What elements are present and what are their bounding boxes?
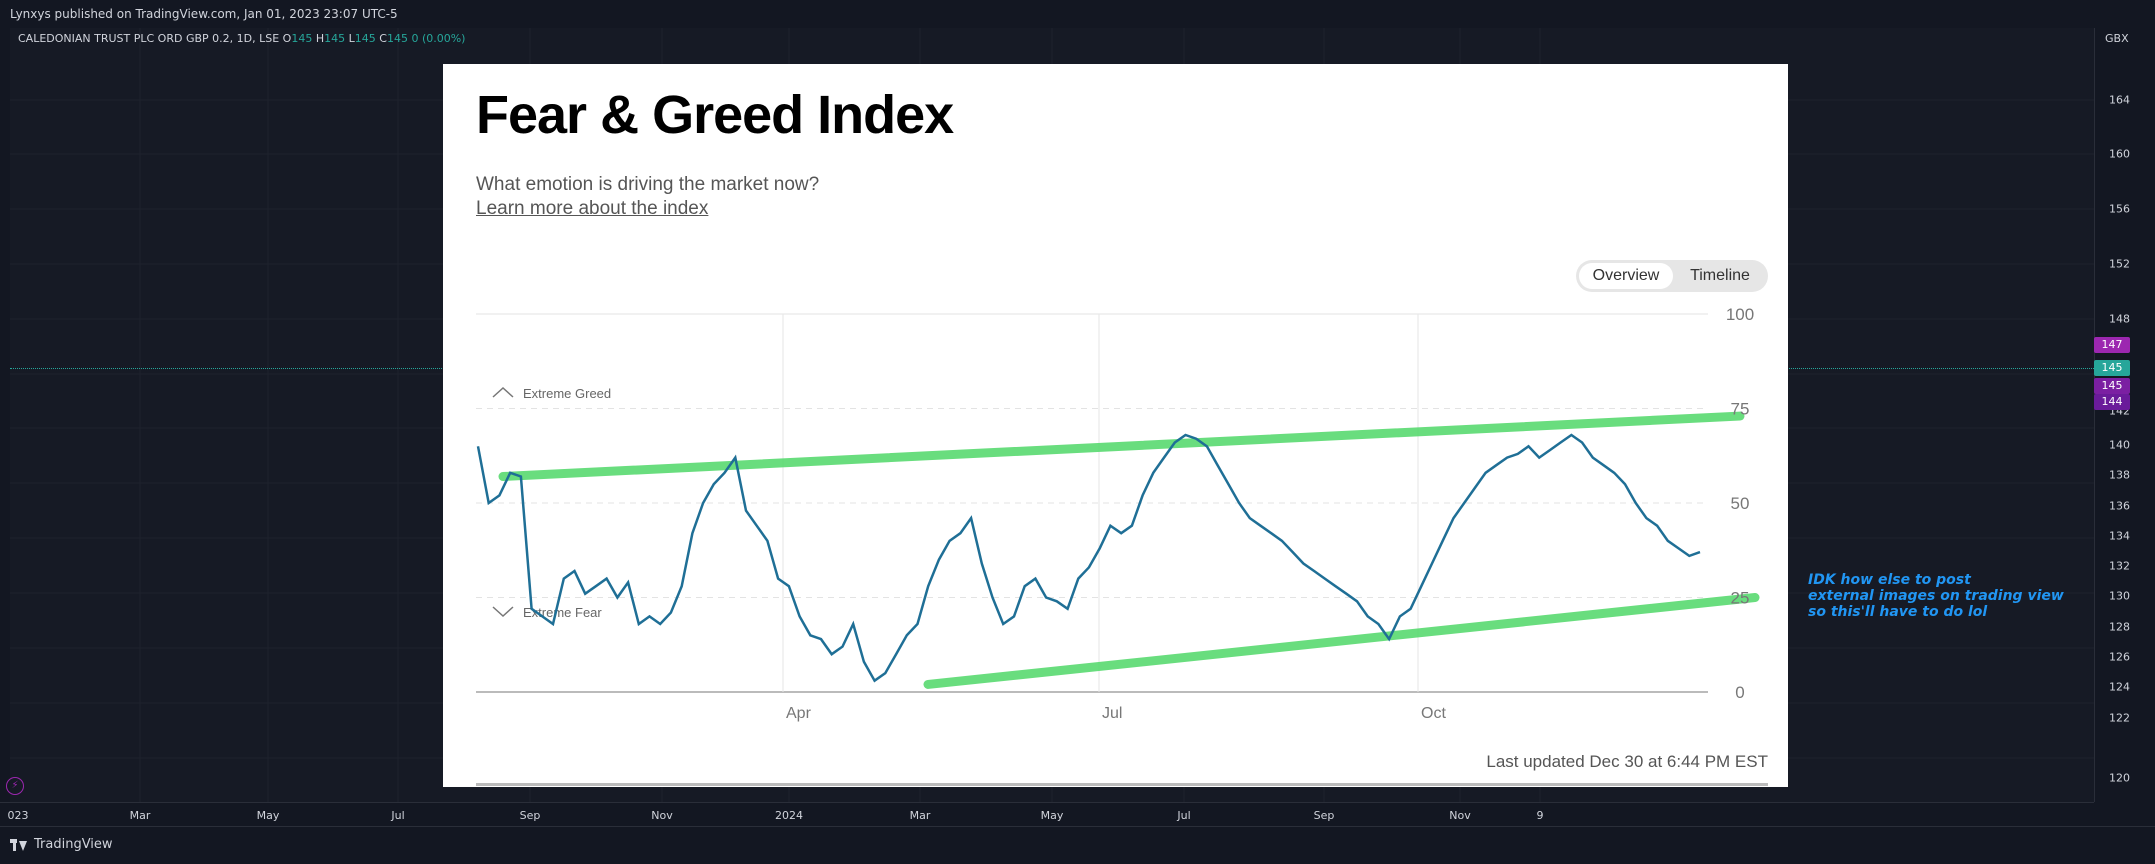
chevron-up-icon bbox=[492, 386, 514, 398]
time-label: May bbox=[256, 809, 280, 822]
time-label: Jul bbox=[1177, 809, 1191, 822]
price-tick: 152 bbox=[2109, 257, 2130, 271]
price-tick: 164 bbox=[2109, 93, 2130, 107]
open-value: 145 bbox=[291, 32, 313, 45]
price-badge: 147 bbox=[2094, 337, 2130, 353]
y-tick-label: 25 bbox=[1731, 589, 1750, 608]
time-label: 9 bbox=[1536, 809, 1544, 822]
time-label: Nov bbox=[1449, 809, 1471, 822]
change-value: 0 (0.00%) bbox=[411, 32, 466, 45]
low-label: L bbox=[348, 32, 355, 45]
text-annotation[interactable]: IDK how else to post external images on … bbox=[1808, 572, 2088, 620]
time-label: May bbox=[1040, 809, 1064, 822]
publish-header: Lynxys published on TradingView.com, Jan… bbox=[10, 7, 398, 21]
chevron-down-icon bbox=[492, 606, 514, 618]
time-label: Sep bbox=[1313, 809, 1335, 822]
y-tick-label: 100 bbox=[1726, 305, 1754, 324]
price-tick: 130 bbox=[2109, 589, 2130, 603]
tradingview-logo-icon bbox=[10, 838, 28, 851]
y-tick-label: 50 bbox=[1731, 494, 1750, 513]
low-value: 145 bbox=[354, 32, 376, 45]
price-tick: 120 bbox=[2109, 771, 2130, 785]
price-tick: 132 bbox=[2109, 559, 2130, 573]
time-label: 023 bbox=[7, 809, 29, 822]
note-line: so this'll have to do lol bbox=[1808, 604, 1988, 620]
price-badge: 144 bbox=[2094, 394, 2130, 410]
price-tick: 126 bbox=[2109, 650, 2130, 664]
high-value: 145 bbox=[324, 32, 346, 45]
price-badge: 145 bbox=[2094, 378, 2130, 394]
price-tick: 148 bbox=[2109, 312, 2130, 326]
note-line: IDK how else to post bbox=[1808, 572, 1971, 588]
close-label: C bbox=[379, 32, 387, 45]
open-label: O bbox=[282, 32, 292, 45]
extreme-greed-label: Extreme Greed bbox=[523, 386, 611, 401]
x-tick-label: Apr bbox=[786, 705, 812, 722]
time-label: Jul bbox=[391, 809, 405, 822]
price-tick: 128 bbox=[2109, 620, 2130, 634]
view-toggle[interactable]: Overview Timeline bbox=[1576, 260, 1768, 292]
index-series-line bbox=[476, 433, 1701, 683]
price-tick: 156 bbox=[2109, 202, 2130, 216]
page-title: Fear & Greed Index bbox=[476, 85, 954, 145]
tab-timeline[interactable]: Timeline bbox=[1690, 267, 1750, 284]
tradingview-brand[interactable]: TradingView bbox=[10, 837, 113, 852]
x-tick-label: Oct bbox=[1421, 705, 1446, 722]
lower-trend-line bbox=[923, 593, 1760, 689]
symbol-name: CALEDONIAN TRUST PLC ORD GBP 0.2, 1D, LS… bbox=[18, 32, 280, 45]
time-label: Mar bbox=[909, 809, 931, 822]
high-label: H bbox=[315, 32, 325, 45]
time-label: 2024 bbox=[775, 809, 803, 822]
x-tick-label: Jul bbox=[1102, 705, 1122, 722]
time-label: Mar bbox=[129, 809, 151, 822]
subtitle: What emotion is driving the market now? bbox=[476, 174, 820, 195]
upper-trend-line bbox=[498, 411, 1745, 482]
time-label: Nov bbox=[651, 809, 673, 822]
price-tick: 140 bbox=[2109, 438, 2130, 452]
price-tick: 138 bbox=[2109, 468, 2130, 482]
price-tick: 124 bbox=[2109, 680, 2130, 694]
last-updated: Last updated Dec 30 at 6:44 PM EST bbox=[1486, 752, 1768, 771]
currency-label: GBX bbox=[2105, 32, 2129, 45]
brand-label: TradingView bbox=[34, 837, 113, 852]
price-badge-last: 145 bbox=[2094, 360, 2130, 376]
y-tick-label: 75 bbox=[1731, 400, 1750, 419]
price-tick: 136 bbox=[2109, 499, 2130, 513]
price-axis[interactable]: GBX 164 160 156 152 148 142 140 138 136 … bbox=[2094, 28, 2155, 802]
lightning-icon[interactable]: ⚡ bbox=[6, 777, 24, 795]
time-axis[interactable]: 023 Mar May Jul Sep Nov 2024 Mar May Jul… bbox=[0, 802, 2094, 827]
time-label: Sep bbox=[519, 809, 541, 822]
learn-more-link[interactable]: Learn more about the index bbox=[476, 198, 709, 219]
price-tick: 160 bbox=[2109, 147, 2130, 161]
price-tick: 134 bbox=[2109, 529, 2130, 543]
y-tick-label: 0 bbox=[1735, 683, 1744, 702]
note-line: external images on trading view bbox=[1808, 588, 2064, 604]
price-tick: 122 bbox=[2109, 711, 2130, 725]
embedded-image[interactable]: Fear & Greed Index What emotion is drivi… bbox=[443, 64, 1788, 787]
close-value: 145 bbox=[386, 32, 408, 45]
footer: TradingView bbox=[0, 826, 2155, 864]
tab-overview[interactable]: Overview bbox=[1579, 263, 1673, 289]
symbol-legend[interactable]: CALEDONIAN TRUST PLC ORD GBP 0.2, 1D, LS… bbox=[18, 32, 465, 45]
divider bbox=[476, 783, 1768, 786]
